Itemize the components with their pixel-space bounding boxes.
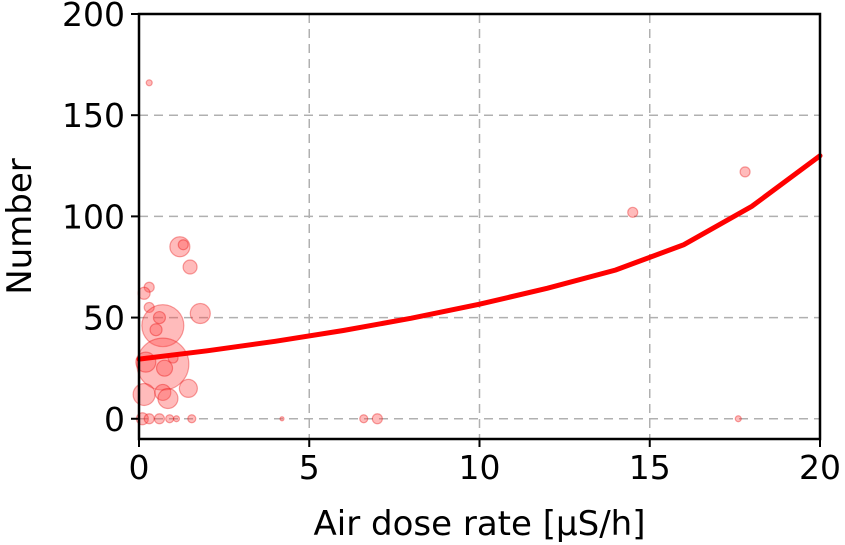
x-tick-label: 20 [799, 448, 841, 487]
y-axis-label: Number [0, 158, 40, 295]
y-tick-label: 200 [62, 0, 125, 34]
scatter-point [187, 414, 197, 424]
y-tick-label: 50 [83, 299, 125, 338]
scatter-point [189, 302, 211, 325]
scatter-point [279, 416, 285, 422]
scatter-point [157, 387, 179, 410]
scatter-point [169, 236, 191, 258]
scatter-point [154, 383, 172, 402]
y-tick-label: 0 [104, 400, 125, 439]
fit-line [136, 153, 823, 362]
x-tick-label: 10 [459, 448, 501, 487]
scatter-point [143, 301, 155, 314]
x-tick-label: 15 [629, 448, 671, 487]
scatter-point [149, 323, 163, 337]
grid [139, 14, 820, 439]
y-tick-label: 150 [62, 96, 125, 135]
scatter-point [359, 414, 369, 424]
scatter-point [145, 79, 153, 87]
scatter-point [152, 310, 167, 325]
scatter-point [141, 304, 185, 348]
scatter-point [734, 415, 742, 423]
scatter-point [132, 382, 156, 407]
x-axis-label: Air dose rate [μS/h] [314, 504, 646, 544]
scatter-point [627, 206, 639, 218]
x-tick-label: 0 [129, 448, 150, 487]
y-tick-label: 100 [62, 197, 125, 236]
scatter-points [132, 79, 751, 426]
scatter-point [155, 359, 174, 377]
scatter-point [182, 259, 198, 275]
scatter-point [177, 239, 189, 251]
x-tick-label: 5 [299, 448, 320, 487]
scatter-point [143, 281, 155, 293]
scatter-point [739, 166, 751, 178]
scatter-point [143, 413, 155, 425]
scatter-point [153, 413, 166, 425]
fit-line-group [136, 153, 823, 362]
scatter-point [172, 415, 181, 423]
scatter-point [165, 414, 175, 424]
scatter-point [178, 378, 198, 399]
scatter-point [371, 413, 383, 425]
scatter-point [136, 337, 190, 391]
